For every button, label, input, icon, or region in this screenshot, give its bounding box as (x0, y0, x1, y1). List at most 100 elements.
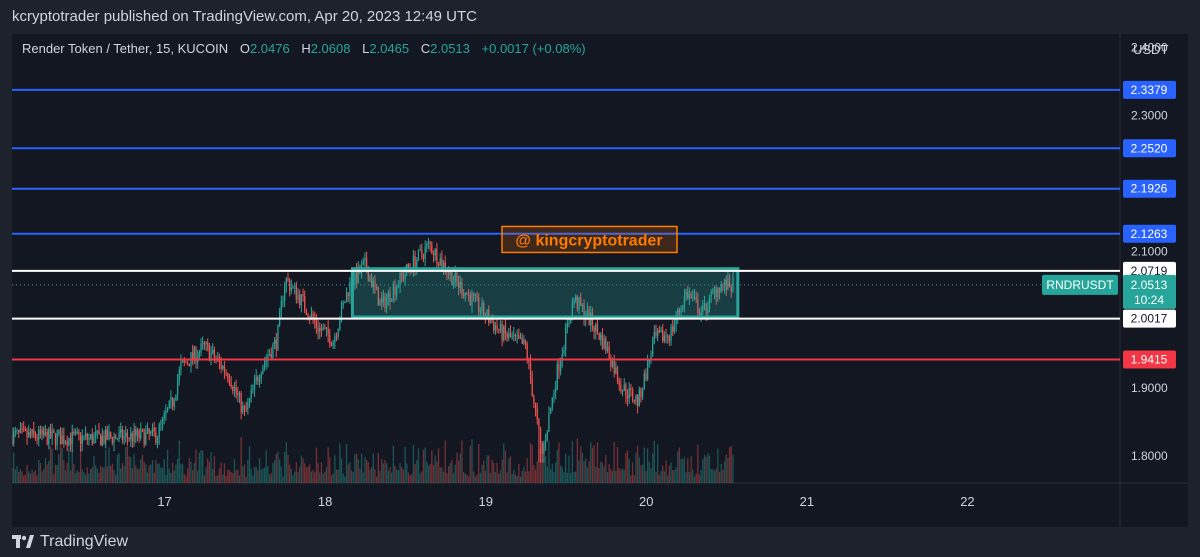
candle (478, 297, 480, 312)
candle (586, 309, 589, 318)
volume-bar (319, 472, 321, 483)
candle (728, 277, 731, 288)
level-label: 2.3379 (1131, 83, 1168, 97)
candle (516, 335, 518, 337)
volume-bar (730, 446, 732, 483)
candle (140, 429, 142, 438)
volume-bar (436, 461, 438, 483)
volume-bar (509, 456, 512, 483)
candle (613, 360, 615, 374)
volume-bar (493, 462, 495, 483)
volume-bar (526, 458, 528, 483)
level-label-bg (1123, 224, 1176, 243)
candle (397, 285, 400, 288)
volume-bar (521, 471, 523, 483)
volume-bar (675, 467, 677, 483)
ohlc-legend: Render Token / Tether, 15, KUCOIN O2.047… (22, 41, 586, 56)
volume-bar (43, 469, 45, 483)
volume-bar (354, 454, 356, 483)
volume-bar (178, 440, 180, 483)
volume-bar (278, 459, 281, 483)
candle (573, 300, 575, 305)
candle (270, 354, 272, 358)
candle (414, 255, 416, 269)
candle (441, 258, 443, 268)
volume-bar (111, 463, 113, 483)
candle (116, 438, 119, 440)
candle (307, 314, 309, 318)
candle (170, 397, 172, 401)
candle (449, 271, 451, 274)
volume-bar (54, 464, 57, 483)
candle (551, 397, 553, 408)
volume-bar (690, 456, 692, 483)
last-price-tag-bg (1123, 274, 1176, 309)
candle (727, 277, 729, 290)
volume-bars (12, 437, 734, 483)
volume-bar (186, 468, 189, 483)
open-label: O (239, 41, 250, 56)
candle (473, 293, 475, 296)
candle (46, 431, 48, 445)
tradingview-brand[interactable]: TradingView (40, 533, 129, 550)
candle (693, 296, 696, 298)
candle (703, 303, 706, 306)
volume-bar (513, 469, 515, 483)
volume-bar (339, 443, 341, 483)
volume-bar (387, 470, 389, 483)
volume-bar (386, 463, 388, 483)
candle (143, 429, 145, 445)
volume-bar (370, 467, 373, 483)
candle (608, 346, 610, 359)
candle (432, 253, 435, 256)
candle (14, 431, 16, 433)
volume-bar (683, 457, 686, 483)
volume-bar (91, 467, 93, 483)
y-tick-label: 2.4000 (1131, 41, 1168, 55)
volume-bar (277, 451, 279, 483)
volume-bar (374, 469, 376, 483)
candle (498, 329, 500, 331)
x-tick-label: 22 (960, 494, 974, 509)
candle (641, 389, 644, 398)
volume-bar (270, 472, 272, 483)
volume-bar (123, 465, 125, 483)
candle (387, 292, 389, 299)
volume-bar (14, 469, 16, 483)
candle (718, 287, 721, 293)
volume-bar (554, 462, 557, 483)
volume-bar (479, 472, 481, 483)
candle (12, 435, 13, 444)
candle (571, 304, 573, 320)
volume-bar (200, 450, 202, 483)
volume-bar (220, 462, 222, 483)
volume-bar (620, 469, 622, 483)
y-axis-unit: USDT (1133, 42, 1168, 57)
volume-bar (83, 472, 85, 483)
volume-bar (125, 447, 127, 483)
volume-bar (474, 476, 476, 483)
volume-bar (68, 447, 70, 483)
level-label-bg (1123, 80, 1176, 99)
volume-bar (344, 476, 346, 483)
volume-bar (544, 456, 547, 483)
volume-bar (128, 456, 130, 483)
candle (646, 360, 649, 380)
candle (687, 291, 689, 299)
chart-area[interactable]: USDT 2.4000 2.3000 2.1000 1.9000 1.8000 17 18 19… (12, 34, 1188, 527)
volume-bar (528, 471, 530, 483)
candle (581, 305, 584, 307)
volume-bar (238, 475, 241, 483)
candle (357, 266, 359, 283)
candle (29, 432, 32, 436)
candle (431, 244, 433, 254)
volume-bar (657, 444, 659, 483)
volume-bar (494, 472, 497, 483)
tradingview-logo-icon[interactable] (12, 535, 34, 549)
volume-bar (247, 459, 249, 483)
candle (66, 441, 68, 446)
volume-bar (687, 458, 689, 483)
volume-bar (215, 475, 217, 483)
candle (108, 432, 110, 440)
